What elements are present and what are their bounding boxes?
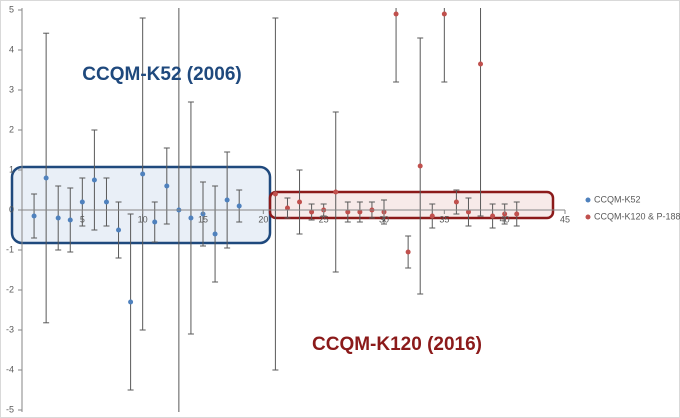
point — [79, 199, 85, 205]
x-tick-label: 45 — [560, 214, 570, 224]
y-tick-label: 0 — [9, 204, 14, 214]
point — [405, 249, 411, 255]
x-tick-label: 25 — [319, 214, 329, 224]
legend-marker — [585, 214, 591, 220]
y-tick-label: 5 — [9, 4, 14, 14]
point — [55, 215, 61, 221]
point — [224, 197, 230, 203]
y-tick-label: -5 — [6, 404, 14, 414]
point — [188, 215, 194, 221]
point — [465, 209, 471, 215]
x-tick-label: 40 — [500, 214, 510, 224]
x-tick-label: 35 — [439, 214, 449, 224]
point — [514, 211, 520, 217]
k52-box — [10, 165, 272, 245]
point — [91, 177, 97, 183]
point — [212, 231, 218, 237]
point — [284, 205, 290, 211]
point — [140, 171, 146, 177]
point — [393, 11, 399, 17]
point — [333, 189, 339, 195]
y-tick-label: 1 — [9, 164, 14, 174]
point — [490, 213, 496, 219]
x-tick-label: 30 — [379, 214, 389, 224]
point — [309, 209, 315, 215]
y-tick-label: -3 — [6, 324, 14, 334]
point — [453, 199, 459, 205]
point — [478, 61, 484, 67]
y-tick-label: 3 — [9, 84, 14, 94]
point — [116, 227, 122, 233]
point — [345, 209, 351, 215]
legend-label: CCQM-K120 & P-188 — [594, 211, 680, 221]
legend-marker — [585, 197, 591, 203]
x-tick-label: 5 — [80, 214, 85, 224]
point — [31, 213, 37, 219]
point — [152, 219, 158, 225]
point — [103, 199, 109, 205]
y-tick-label: 2 — [9, 124, 14, 134]
point — [441, 11, 447, 17]
x-tick-label: 20 — [258, 214, 268, 224]
point — [43, 175, 49, 181]
k120-box — [268, 190, 555, 220]
y-tick-label: -2 — [6, 284, 14, 294]
y-tick-label: -4 — [6, 364, 14, 374]
point — [67, 217, 73, 223]
plot-area — [31, 8, 520, 412]
x-tick-label: 10 — [138, 214, 148, 224]
x-tick-label: 15 — [198, 214, 208, 224]
point — [272, 191, 278, 197]
point — [236, 203, 242, 209]
point — [429, 213, 435, 219]
y-tick-label: -1 — [6, 244, 14, 254]
y-tick-label: 4 — [9, 44, 14, 54]
point — [417, 163, 423, 169]
point — [128, 299, 134, 305]
point — [297, 199, 303, 205]
point — [357, 209, 363, 215]
annotation: CCQM-K120 (2016) — [312, 334, 482, 355]
point — [164, 183, 170, 189]
annotation: CCQM-K52 (2006) — [82, 64, 241, 85]
legend-label: CCQM-K52 — [594, 194, 641, 204]
